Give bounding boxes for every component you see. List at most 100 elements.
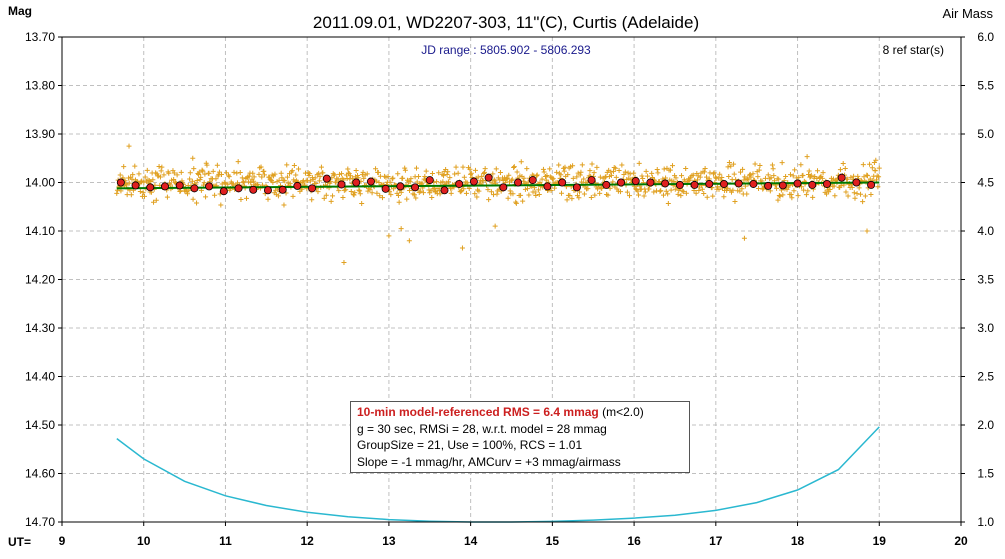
y2-tick-label: 1.0 <box>977 515 994 529</box>
raw-point <box>552 185 558 191</box>
raw-point <box>444 171 450 177</box>
raw-point <box>212 192 218 198</box>
raw-point <box>114 190 120 196</box>
raw-point <box>157 174 163 180</box>
raw-point <box>619 162 625 168</box>
raw-point <box>717 171 723 177</box>
raw-point <box>461 174 467 180</box>
binned-point <box>572 183 581 192</box>
binned-point <box>661 179 670 188</box>
raw-point <box>776 176 782 182</box>
raw-point <box>509 176 515 182</box>
raw-point <box>507 188 513 194</box>
y-tick-label: 14.40 <box>25 370 55 384</box>
raw-point <box>837 167 843 173</box>
raw-point <box>231 169 237 175</box>
raw-point <box>844 176 850 182</box>
raw-point <box>407 188 413 194</box>
raw-point <box>561 168 567 174</box>
raw-point <box>635 188 641 194</box>
raw-point <box>241 179 247 185</box>
raw-point <box>250 170 256 176</box>
binned-point <box>808 180 817 189</box>
raw-point <box>129 176 135 182</box>
ref-stars-label: 8 ref star(s) <box>883 43 944 57</box>
binned-point <box>322 174 331 183</box>
raw-point <box>704 174 710 180</box>
raw-point <box>732 199 738 205</box>
raw-point <box>214 162 220 168</box>
raw-point <box>532 189 538 195</box>
raw-point <box>578 169 584 175</box>
raw-point <box>203 194 209 200</box>
raw-point <box>518 192 524 198</box>
raw-point <box>805 188 811 194</box>
raw-point <box>675 191 681 197</box>
raw-point <box>838 183 844 189</box>
binned-point <box>514 178 523 187</box>
binned-point <box>675 180 684 189</box>
raw-point <box>153 197 159 203</box>
raw-point <box>161 172 167 178</box>
raw-point <box>534 173 540 179</box>
y2-tick-label: 6.0 <box>977 30 994 44</box>
raw-point <box>567 192 573 198</box>
binned-point <box>160 182 169 191</box>
raw-point <box>701 190 707 196</box>
raw-point <box>851 190 857 196</box>
raw-point <box>624 189 630 195</box>
raw-point <box>350 175 356 181</box>
raw-point <box>138 179 144 185</box>
raw-point <box>251 174 257 180</box>
x-axis: 9 10 11 12 13 14 15 16 17 18 19 20 <box>59 522 968 548</box>
raw-point <box>673 175 679 181</box>
raw-point <box>514 169 520 175</box>
y2-tick-label: 3.0 <box>977 321 994 335</box>
raw-point <box>171 170 177 176</box>
raw-point <box>344 176 350 182</box>
raw-point <box>547 166 553 172</box>
y-axis-right: 6.0 5.5 5.0 4.5 4.0 3.5 3.0 2.5 2.0 1.5 1.0 <box>961 30 994 529</box>
raw-point <box>699 186 705 192</box>
raw-point <box>291 162 297 168</box>
raw-point <box>386 233 392 239</box>
raw-point <box>204 162 210 168</box>
raw-point <box>445 169 451 175</box>
raw-point <box>654 166 660 172</box>
raw-point <box>845 193 851 199</box>
raw-point <box>683 190 689 196</box>
raw-point <box>352 190 358 196</box>
raw-point <box>651 189 657 195</box>
raw-point <box>272 171 278 177</box>
raw-point <box>198 187 204 193</box>
raw-point <box>798 162 804 168</box>
raw-point <box>472 167 478 173</box>
raw-point <box>725 164 731 170</box>
raw-point <box>738 169 744 175</box>
raw-point <box>645 173 651 179</box>
raw-point <box>202 171 208 177</box>
raw-point <box>548 188 554 194</box>
binned-point <box>631 177 640 186</box>
raw-point <box>429 170 435 176</box>
raw-point <box>693 190 699 196</box>
raw-point <box>464 180 470 186</box>
raw-point <box>796 174 802 180</box>
raw-point <box>226 174 232 180</box>
raw-point <box>788 191 794 197</box>
raw-point <box>740 166 746 172</box>
stats-line-3: GroupSize = 21, Use = 100%, RCS = 1.01 <box>357 438 583 452</box>
raw-point <box>667 167 673 173</box>
raw-point <box>747 171 753 177</box>
raw-point <box>374 190 380 196</box>
raw-point <box>757 162 763 168</box>
raw-point <box>524 166 530 172</box>
raw-point <box>534 172 540 178</box>
binned-point <box>719 179 728 188</box>
raw-point <box>506 172 512 178</box>
binned-point <box>219 187 228 196</box>
raw-point <box>533 192 539 198</box>
raw-point <box>808 172 814 178</box>
raw-point <box>617 189 623 195</box>
binned-point <box>705 179 714 188</box>
